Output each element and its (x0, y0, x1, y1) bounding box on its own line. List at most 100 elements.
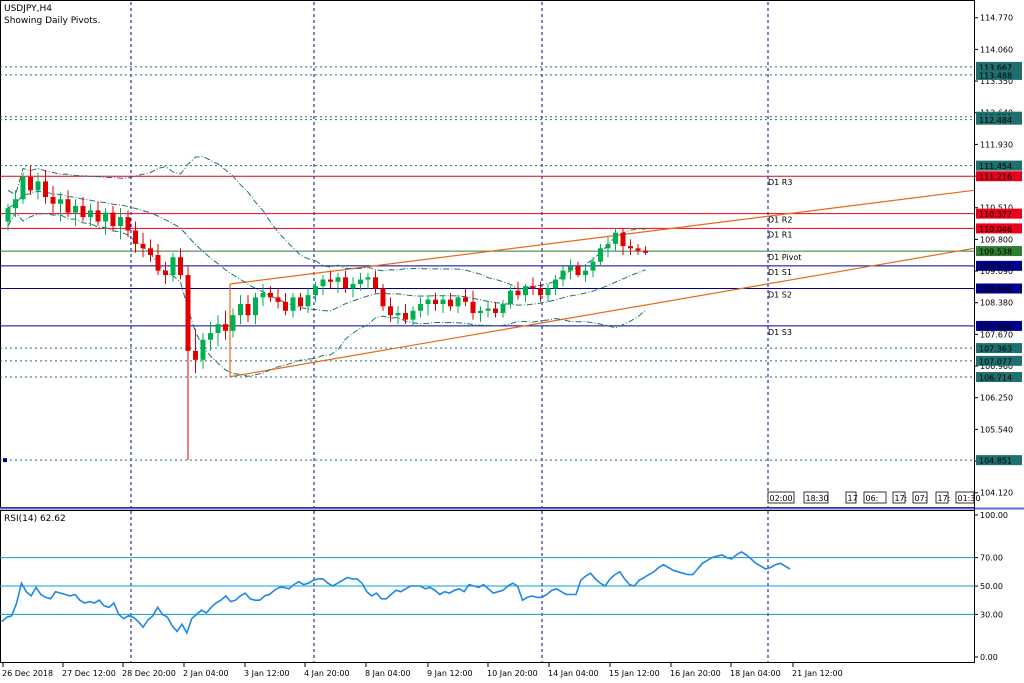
candle-body (28, 176, 33, 191)
time-box (955, 491, 975, 504)
time-label: 10 Jan 20:00 (487, 669, 538, 678)
time-box (863, 491, 887, 504)
main-frame (0, 0, 975, 508)
candle-body (58, 199, 63, 204)
axis-tick-label: 105.540 (980, 425, 1013, 434)
price-badge (976, 61, 1022, 72)
time-label: 15 Jan 12:00 (609, 669, 660, 678)
axis-tick-label: 107.670 (980, 330, 1013, 339)
candle-body (245, 304, 251, 316)
price-badge-label: 112.484 (979, 116, 1012, 125)
price-badge (976, 355, 1022, 366)
candle-body (343, 277, 348, 289)
time-label: 3 Jan 12:00 (244, 669, 290, 678)
candle-body (358, 279, 363, 284)
trend-lines (229, 189, 975, 378)
price-badge (976, 455, 1022, 466)
candle-body (140, 243, 146, 249)
price-badge (976, 171, 1022, 182)
price-badge-label: 109.207 (979, 262, 1012, 271)
grid-layer (0, 0, 1024, 663)
time-label: 14 Jan 04:00 (548, 669, 599, 678)
candle-body (643, 250, 648, 253)
candle-body (208, 333, 213, 340)
candle-body (35, 181, 41, 191)
price-axis: 114.770114.060113.350112.640111.930111.2… (3, 0, 1022, 662)
price-badge (976, 343, 1022, 354)
candle-body (223, 324, 228, 331)
price-badge (976, 372, 1022, 383)
pivot-level-label: D1 R1 (768, 230, 792, 239)
candle-body (118, 217, 123, 227)
pivot-level-label: D1 R3 (768, 178, 792, 187)
candle-body (388, 306, 393, 316)
candle-body (305, 295, 311, 307)
candle-body (148, 248, 153, 255)
pivot-level-label: D1 S2 (768, 290, 792, 299)
candle-body (635, 248, 641, 251)
trend-line-lower (229, 247, 975, 378)
candle-body (328, 279, 333, 282)
time-label: 4 Jan 20:00 (304, 669, 350, 678)
price-badge-label: 111.454 (979, 162, 1012, 171)
axis-tick-label: 114.060 (980, 45, 1013, 54)
bollinger-upper (7, 156, 646, 290)
bollinger-middle (7, 190, 646, 312)
time-box-label: 02:00 (770, 494, 793, 503)
candle-body (103, 212, 108, 222)
bollinger-bands (7, 156, 646, 377)
time-box-label: 17: (895, 494, 908, 503)
candle-body (80, 205, 86, 218)
rsi-axis-label: 50.00 (980, 582, 1003, 591)
candle-body (418, 304, 423, 311)
candle-body (508, 290, 513, 305)
price-badge (976, 320, 1022, 331)
axis-tick-label: 109.800 (980, 235, 1013, 244)
candle-body (463, 297, 468, 302)
time-label: 8 Jan 04:00 (365, 669, 411, 678)
candle-body (395, 312, 401, 316)
rsi-line (1, 550, 791, 635)
candle-body (613, 232, 618, 244)
time-box-label: 06: (866, 494, 879, 503)
axis-tick-label: 113.350 (980, 77, 1013, 86)
symbol-title: USDJPY,H4 (4, 4, 52, 14)
candle-body (568, 266, 573, 271)
candle-body (410, 310, 416, 320)
candle-body (598, 248, 603, 262)
candle-body (43, 181, 48, 198)
candle-body (230, 315, 236, 331)
time-box-label: 17: (938, 494, 951, 503)
axis-tick-label: 109.090 (980, 267, 1013, 276)
pivot-level-label: D1 S3 (768, 328, 792, 337)
candle-body (290, 297, 296, 311)
time-label: 26 Dec 2018 (2, 669, 53, 678)
candle-body (515, 290, 521, 296)
time-label: 16 Jan 20:00 (670, 669, 721, 678)
price-badge-label: 113.488 (979, 71, 1012, 80)
bollinger-lower (7, 211, 646, 377)
price-badge (976, 246, 1022, 257)
candle-body (620, 232, 626, 247)
price-badge-label: 110.377 (979, 210, 1012, 219)
candle-body (320, 279, 326, 287)
candle-body (193, 350, 198, 360)
time-label: 2 Jan 04:00 (183, 669, 229, 678)
time-box (845, 491, 857, 504)
rsi-panel: 100.00 70.00 50.00 30.00 0.00 (0, 511, 1008, 662)
time-box (892, 491, 906, 504)
candle-body (403, 312, 408, 320)
candle-body (110, 212, 116, 227)
candle-body (13, 199, 18, 209)
candle-body (485, 308, 491, 311)
candle-body (88, 210, 93, 218)
candle-body (493, 308, 498, 313)
axis-tick-label: 108.380 (980, 299, 1013, 308)
rsi-axis-label: 30.00 (980, 610, 1003, 619)
candle-body (628, 246, 633, 249)
price-badge (976, 283, 1022, 294)
time-box (803, 491, 829, 504)
price-badge-label: 107.860 (979, 322, 1012, 331)
candle-body (215, 324, 221, 334)
